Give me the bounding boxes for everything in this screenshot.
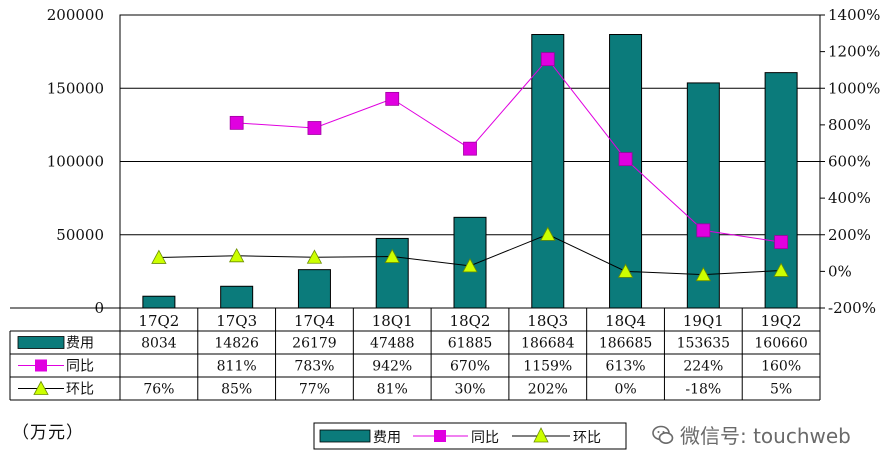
table-cell: 30% — [454, 382, 485, 398]
row-label: 费用 — [66, 336, 94, 352]
table-cell: 76% — [143, 382, 174, 398]
y-right-tick-label: 1400% — [828, 6, 880, 24]
triangle-marker — [151, 249, 167, 264]
table-cell: 153635 — [677, 336, 730, 352]
x-tick-label: 17Q2 — [138, 312, 179, 330]
x-tick-label: 18Q2 — [450, 312, 491, 330]
wechat-icon — [652, 425, 674, 444]
triangle-marker — [462, 258, 478, 273]
legend-label: 费用 — [373, 430, 401, 446]
table-cell: 613% — [606, 359, 646, 375]
table-cell: 0% — [614, 382, 636, 398]
y-left-tick-label: 150000 — [47, 79, 104, 97]
x-tick-label: 17Q3 — [216, 312, 257, 330]
square-marker — [540, 52, 555, 67]
legend-label: 环比 — [573, 430, 601, 446]
table-cell: 1159% — [523, 359, 572, 375]
table-cell: 811% — [217, 359, 257, 375]
legend-label: 同比 — [471, 430, 499, 446]
x-tick-label: 18Q3 — [527, 312, 568, 330]
legend-key-triangle — [533, 427, 549, 443]
y-right-tick-label: 1000% — [828, 79, 880, 97]
triangle-marker — [773, 262, 789, 277]
triangle-marker — [695, 266, 712, 282]
bar — [220, 285, 254, 309]
square-marker — [774, 235, 789, 249]
series-line — [236, 58, 782, 243]
triangle-marker — [228, 247, 245, 263]
row-label: 环比 — [66, 382, 94, 398]
table-cell: 61885 — [448, 336, 493, 352]
triangle-marker — [306, 249, 323, 264]
table-cell: 942% — [372, 359, 412, 375]
table-cell: 202% — [528, 382, 568, 398]
y-right-tick-label: 800% — [828, 116, 871, 134]
table-cell: 224% — [683, 359, 723, 375]
x-tick-label: 18Q1 — [372, 312, 413, 330]
table-cell: 186685 — [599, 336, 652, 352]
row-key-triangle — [33, 380, 49, 395]
square-marker — [618, 152, 633, 167]
square-marker — [696, 223, 711, 238]
legend: 费用 同比 环比 — [313, 422, 627, 450]
watermark-text: 微信号: touchweb — [680, 424, 851, 448]
row-label: 同比 — [66, 359, 94, 375]
table-cell: 14826 — [214, 336, 259, 352]
table-cell: 47488 — [370, 336, 415, 352]
row-key-square — [35, 359, 47, 372]
x-tick-label: 17Q4 — [294, 312, 335, 330]
table-cell: 77% — [299, 382, 330, 398]
y-right-tick-label: 600% — [828, 153, 871, 171]
legend-key-square — [434, 430, 446, 442]
x-tick-label: 19Q1 — [683, 312, 724, 330]
square-marker — [463, 141, 477, 156]
x-tick-label: 19Q2 — [761, 312, 802, 330]
table-cell: 783% — [294, 359, 334, 375]
table-cell: 160% — [761, 359, 801, 375]
triangle-marker — [540, 226, 556, 241]
table-cell: 160660 — [754, 336, 807, 352]
square-marker — [307, 121, 322, 135]
x-tick-label: 18Q4 — [605, 312, 646, 330]
y-right-tick-label: 200% — [828, 226, 871, 244]
table-cell: 5% — [770, 382, 792, 398]
bar — [453, 216, 487, 309]
table-cell: 85% — [221, 382, 252, 398]
y-right-tick-label: 1200% — [828, 43, 880, 61]
table-cell: 8034 — [141, 336, 177, 352]
square-marker — [229, 115, 244, 130]
table-cell: 670% — [450, 359, 490, 375]
triangle-marker — [384, 248, 400, 263]
y-left-tick-label: 100000 — [47, 153, 104, 171]
table-cell: 186684 — [521, 336, 575, 352]
bar — [609, 34, 643, 309]
watermark: 微信号: touchweb — [652, 420, 851, 449]
triangle-marker — [617, 263, 634, 278]
table-cell: 81% — [377, 382, 408, 398]
bar — [142, 295, 176, 309]
bar — [297, 269, 331, 309]
table-cell: -18% — [685, 382, 721, 398]
unit-label: （万元） — [12, 423, 84, 443]
y-left-tick-label: 200000 — [47, 6, 104, 24]
table-cell: 26179 — [292, 336, 337, 352]
y-right-tick-label: 400% — [828, 189, 871, 207]
bar — [531, 34, 565, 309]
y-left-tick-label: 50000 — [56, 226, 104, 244]
y-right-tick-label: 0% — [828, 262, 852, 280]
square-marker — [385, 91, 400, 106]
legend-key-bar — [319, 429, 371, 443]
y-right-tick-label: -200% — [828, 299, 876, 317]
row-key-bar — [17, 336, 65, 349]
